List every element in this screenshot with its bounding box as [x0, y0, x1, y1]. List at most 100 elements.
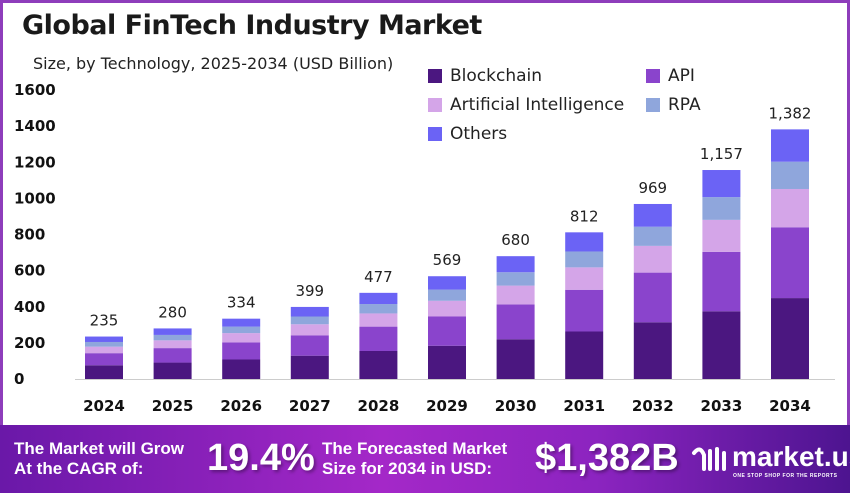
- total-label: 812: [570, 207, 599, 225]
- y-tick-label: 800: [14, 226, 45, 244]
- bar-segment-others: [153, 328, 192, 335]
- total-label: 680: [501, 231, 530, 249]
- legend-swatch: [428, 127, 442, 141]
- bar-segment-others: [702, 170, 741, 198]
- legend-label: Blockchain: [450, 66, 543, 86]
- legend-label: Others: [450, 124, 508, 144]
- bar-segment-blockchain: [565, 331, 604, 379]
- y-tick-label: 1400: [14, 117, 56, 135]
- stacked-bar-chart: 0 200 400 600 800 1000 1200 1400 1600 235 2024 280 2…: [14, 81, 835, 415]
- total-label: 1,382: [769, 104, 812, 122]
- forecast-label-line1: The Forecasted Market: [322, 439, 508, 458]
- bar-segment-blockchain: [428, 345, 466, 379]
- total-label: 477: [364, 268, 393, 286]
- bar-segment-rpa: [85, 341, 123, 347]
- bar-segment-others: [633, 203, 672, 227]
- y-tick-label: 400: [14, 298, 45, 316]
- legend-label: RPA: [668, 95, 701, 115]
- bar-segment-others: [85, 336, 123, 342]
- forecast-label: The Forecasted Market Size for 2034 in US…: [322, 439, 507, 479]
- bar-segment-blockchain: [222, 359, 261, 379]
- footer-banner: The Market will Grow At the CAGR of: 19.4…: [0, 425, 850, 493]
- bar-segment-api: [153, 348, 192, 363]
- legend-swatch: [428, 98, 442, 112]
- bar-segment-artificial-intelligence: [496, 285, 535, 305]
- y-tick-label: 200: [14, 334, 45, 352]
- bar-segment-others: [565, 232, 604, 252]
- x-tick-label: 2028: [358, 397, 400, 415]
- market-us-logo: market.us: [732, 441, 850, 472]
- total-label: 1,157: [700, 145, 743, 163]
- bar-segment-others: [359, 292, 398, 305]
- bar-segment-others: [496, 256, 535, 273]
- y-tick-label: 1200: [14, 153, 56, 171]
- bar-segment-artificial-intelligence: [702, 219, 741, 252]
- legend-swatch: [428, 69, 442, 83]
- bar-segment-blockchain: [359, 351, 398, 379]
- chart-title: Global FinTech Industry Market: [22, 10, 482, 41]
- chart-subtitle: Size, by Technology, 2025-2034 (USD Bill…: [33, 54, 394, 73]
- forecast-label-line2: Size for 2034 in USD:: [322, 459, 493, 478]
- bar-segment-api: [359, 326, 398, 352]
- x-tick-label: 2032: [632, 397, 674, 415]
- bar-segment-rpa: [222, 326, 261, 334]
- market-us-logo-icon: [692, 447, 726, 471]
- bar-segment-others: [428, 276, 466, 290]
- bar-segment-artificial-intelligence: [85, 346, 123, 354]
- bar-segment-artificial-intelligence: [428, 300, 466, 317]
- bar-segment-rpa: [633, 226, 672, 246]
- bar-segment-others: [290, 306, 329, 317]
- y-tick-label: 1600: [14, 81, 56, 99]
- y-tick-label: 0: [14, 370, 24, 388]
- bar-segment-blockchain: [633, 322, 672, 379]
- bar-segment-blockchain: [85, 365, 123, 379]
- x-tick-label: 2025: [152, 397, 194, 415]
- legend-label: Artificial Intelligence: [450, 95, 625, 115]
- x-tick-label: 2029: [426, 397, 468, 415]
- bar-segment-rpa: [153, 334, 192, 341]
- x-tick-label: 2031: [563, 397, 605, 415]
- total-label: 235: [90, 312, 119, 330]
- bar-segment-rpa: [290, 316, 329, 325]
- total-label: 399: [295, 282, 324, 300]
- total-label: 280: [158, 303, 187, 321]
- legend-item-blockchain: Blockchain: [428, 66, 542, 86]
- bar-segment-blockchain: [771, 298, 809, 379]
- bar-segment-api: [565, 289, 604, 332]
- bar-segment-artificial-intelligence: [359, 313, 398, 327]
- bar-segment-api: [496, 304, 535, 340]
- bar-segment-api: [771, 227, 809, 299]
- x-tick-label: 2024: [83, 397, 125, 415]
- bar-segment-others: [222, 318, 261, 327]
- bar-segment-artificial-intelligence: [222, 333, 261, 343]
- bar-segment-artificial-intelligence: [633, 245, 672, 273]
- bar-segment-blockchain: [153, 362, 192, 379]
- bar-segment-rpa: [702, 197, 741, 220]
- chart-frame: [0, 0, 850, 425]
- cagr-value: 19.4%: [207, 437, 315, 479]
- cagr-label-line1: The Market will Grow: [14, 439, 185, 458]
- bar-segment-rpa: [771, 161, 809, 189]
- bar-segment-api: [290, 335, 329, 356]
- legend-swatch: [646, 98, 660, 112]
- bar-segment-blockchain: [496, 339, 535, 379]
- bar-segment-rpa: [428, 289, 466, 301]
- bar-segment-blockchain: [702, 311, 741, 379]
- bar-segment-blockchain: [290, 355, 329, 379]
- x-tick-label: 2026: [220, 397, 262, 415]
- x-tick-label: 2027: [289, 397, 331, 415]
- y-tick-label: 1000: [14, 189, 56, 207]
- bar-segment-rpa: [496, 272, 535, 286]
- total-label: 969: [638, 179, 667, 197]
- bar-segment-api: [85, 353, 123, 366]
- total-label: 569: [433, 251, 462, 269]
- bar-segment-api: [428, 316, 466, 346]
- bar-segment-artificial-intelligence: [771, 188, 809, 228]
- cagr-label: The Market will Grow At the CAGR of:: [14, 439, 184, 479]
- legend-item-api: API: [646, 66, 695, 86]
- legend-item-ai: Artificial Intelligence: [428, 95, 624, 115]
- bar-segment-rpa: [359, 304, 398, 314]
- bar-segment-api: [222, 342, 261, 360]
- bar-segment-api: [633, 272, 672, 323]
- bar-segment-others: [771, 129, 809, 162]
